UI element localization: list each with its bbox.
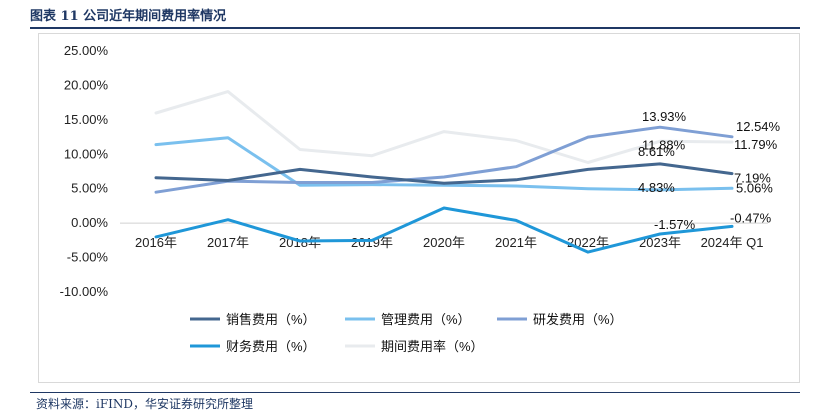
x-tick-label: 2017年: [207, 235, 249, 250]
data-label: 8.61%: [638, 144, 675, 159]
series-line-1: [154, 136, 734, 192]
y-tick-label: 15.00%: [64, 112, 109, 127]
x-tick-label: 2016年: [135, 235, 177, 250]
y-tick-label: 25.00%: [64, 43, 109, 58]
title-rule: [30, 27, 800, 29]
series-line-2: [154, 125, 734, 194]
y-tick-label: 20.00%: [64, 77, 109, 92]
data-label: 4.83%: [638, 180, 675, 195]
series-line-4: [154, 90, 734, 164]
figure-title: 图表 11 公司近年期间费用率情况: [30, 9, 227, 24]
data-label: 11.79%: [734, 137, 778, 152]
legend-label: 财务费用（%）: [226, 339, 316, 354]
source-note: 资料来源：iFIND，华安证券研究所整理: [36, 397, 254, 411]
data-label: 12.54%: [736, 119, 781, 134]
x-tick-label: 2023年: [639, 235, 681, 250]
series-line-0: [154, 162, 734, 185]
y-tick-label: -10.00%: [60, 284, 109, 299]
line-chart: 25.00% 20.00% 15.00% 10.00% 5.00% 0.00% -5.00%…: [60, 43, 781, 354]
data-label: -0.47%: [730, 210, 772, 225]
y-tick-label: 5.00%: [71, 181, 108, 196]
legend-label: 期间费用率（%）: [381, 339, 484, 354]
y-tick-label: 10.00%: [64, 146, 109, 161]
y-tick-label: -5.00%: [67, 250, 109, 265]
data-label: 7.19%: [734, 171, 771, 186]
x-tick-label: 2021年: [495, 235, 537, 250]
data-label: 13.93%: [642, 109, 687, 124]
x-tick-label: 2020年: [423, 235, 465, 250]
chart-frame: [38, 33, 800, 383]
data-label: -1.57%: [654, 217, 696, 232]
data-label: 5.06%: [736, 180, 773, 195]
source-rule: [30, 392, 800, 393]
x-tick-label: 2024年 Q1: [701, 235, 764, 250]
legend-label: 管理费用（%）: [381, 312, 471, 327]
series-line-3: [154, 206, 734, 254]
legend-label: 研发费用（%）: [533, 312, 623, 327]
legend-label: 销售费用（%）: [226, 312, 316, 327]
x-tick-label: 2019年: [351, 235, 393, 250]
y-tick-label: 0.00%: [71, 215, 108, 230]
data-label: 11.88%: [642, 137, 686, 152]
